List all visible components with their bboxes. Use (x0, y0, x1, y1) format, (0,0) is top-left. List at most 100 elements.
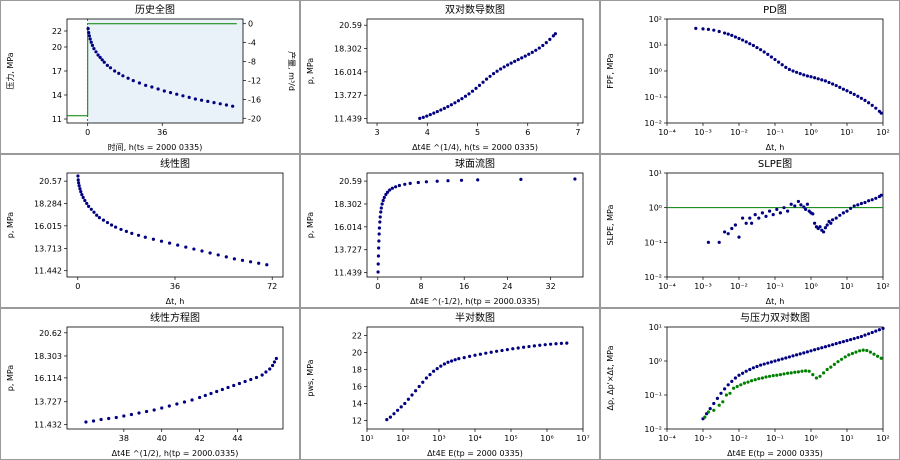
data-point (748, 42, 752, 46)
data-point (863, 200, 867, 205)
plot-frame (366, 326, 584, 430)
data-point (86, 27, 90, 31)
data-point (249, 377, 253, 382)
data-point (385, 190, 390, 194)
data-point (744, 40, 748, 44)
x-tick-label: 40 (157, 434, 167, 443)
data-point (791, 69, 795, 73)
data-point (274, 356, 278, 361)
y-tick-label: 10⁻² (644, 425, 662, 434)
y-tick-label: 10¹ (649, 169, 662, 178)
data-point (376, 270, 380, 274)
data-point (488, 74, 492, 78)
pressure-point (802, 351, 806, 355)
data-point (264, 370, 268, 374)
data-point (215, 389, 219, 394)
pressure-point (813, 348, 817, 352)
derivative-point (879, 356, 883, 360)
x-tick-label: 36 (157, 128, 167, 137)
data-point (270, 363, 275, 368)
data-point (417, 384, 421, 389)
data-point (831, 82, 835, 86)
x-tick-label: 10⁴ (468, 434, 481, 443)
derivative-point (796, 370, 800, 374)
data-point (107, 416, 111, 421)
data-point (462, 356, 466, 360)
data-point (439, 364, 443, 368)
data-point (856, 94, 860, 98)
pressure-point (809, 349, 813, 353)
data-point (101, 218, 106, 222)
derivative-point (843, 355, 847, 359)
pressure-point (741, 371, 745, 375)
data-point (516, 346, 520, 350)
data-point (428, 373, 432, 377)
pressure-point (708, 407, 712, 411)
data-point (421, 380, 425, 384)
y-axis-label: p, MPa (306, 212, 315, 239)
x-axis-label: Δt4E ^(1/4), h(ts = 2000 0335) (412, 143, 538, 152)
data-point (523, 54, 527, 58)
derivative-point (757, 377, 761, 381)
data-point (764, 214, 768, 218)
derivative-point (728, 391, 732, 395)
data-point (760, 211, 764, 215)
data-point (131, 79, 135, 83)
data-point (489, 350, 493, 354)
data-point (870, 103, 874, 107)
derivative-point (786, 371, 790, 375)
x-tick-label: 10¹ (360, 434, 373, 443)
x-tick-label: 10⁻⁴ (658, 128, 676, 137)
data-point (509, 61, 513, 65)
panel-linear-fit: 线性方程图 38 40 42 44 11.432 13.727 16.114 18.303 20.… (0, 308, 300, 460)
x-tick-label: 10⁰ (804, 434, 817, 443)
pressure-point (751, 366, 755, 370)
data-point (771, 213, 775, 217)
data-point (162, 89, 166, 93)
y-tick-label: 20.59 (339, 177, 362, 186)
data-point (723, 31, 727, 35)
data-point (108, 66, 113, 70)
panel-horner-plot: 球面流图 0 8 16 24 32 11.439 13.727 16.014 18.302 20.5… (300, 154, 600, 308)
plot-frame (666, 326, 884, 430)
data-point (723, 230, 727, 234)
x-tick-label: 10² (396, 434, 409, 443)
derivative-point (721, 400, 725, 404)
data-point (538, 343, 542, 347)
x-tick-label: 10³ (432, 434, 445, 443)
y-tick-label: 13.727 (334, 91, 362, 100)
pressure-point (719, 391, 723, 395)
x-tick-label: 38 (119, 434, 129, 443)
x-axis-label: Δt, h (766, 297, 785, 306)
y-tick-label: 22 (352, 332, 362, 341)
y-tick-label: 11.439 (334, 115, 362, 124)
x-tick-label: 4 (425, 128, 430, 137)
pressure-point (726, 383, 730, 387)
y-tick-label: 20.57 (39, 177, 62, 186)
x-tick-label: 10⁻³ (694, 128, 712, 137)
y-tick-label: 10¹ (649, 323, 662, 332)
data-point (428, 113, 432, 117)
data-point (468, 354, 472, 358)
data-point (553, 32, 557, 36)
y-axis-label: p, MPa (6, 212, 15, 239)
data-point (385, 418, 389, 422)
data-point (834, 83, 838, 88)
data-point (90, 43, 95, 48)
data-point (130, 231, 134, 235)
derivative-point (868, 350, 872, 354)
data-point (506, 63, 510, 67)
y-tick-label: 16.015 (34, 222, 62, 231)
data-point (741, 216, 745, 220)
pressure-step-line (67, 26, 89, 117)
data-point (827, 80, 831, 85)
data-point (260, 373, 264, 377)
derivative-point (732, 386, 736, 390)
y-tick-label: 16.014 (334, 223, 362, 232)
data-point (406, 397, 410, 401)
data-point (491, 72, 496, 76)
derivative-point (850, 351, 854, 356)
y-tick-label: 12 (352, 417, 362, 426)
data-point (92, 210, 96, 214)
pressure-point (723, 387, 727, 391)
